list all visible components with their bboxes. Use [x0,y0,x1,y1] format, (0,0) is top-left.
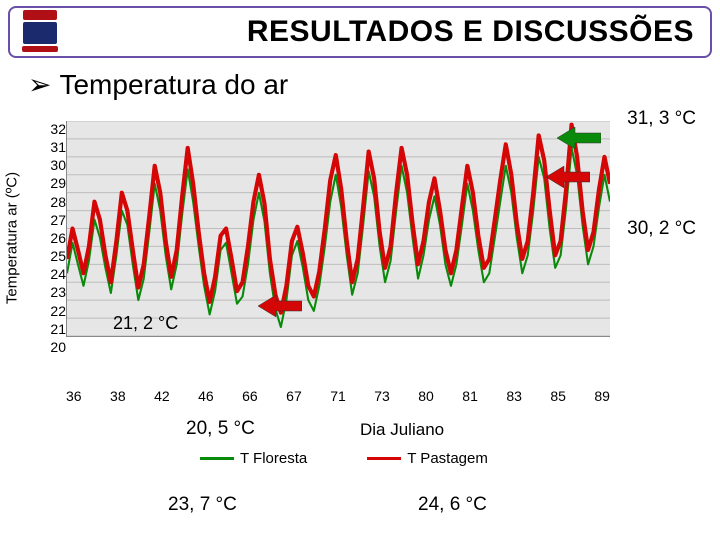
annotation-bottom-left: 23, 7 °C [168,494,237,516]
page-title: RESULTADOS E DISCUSSÕES [72,15,702,49]
x-tick: 38 [110,388,126,404]
y-axis-ticks: 32 31 30 29 28 27 26 25 24 23 22 21 20 [32,121,66,355]
subtitle-text: Temperatura do ar [59,69,288,101]
annotation-topright: 31, 3 °C [627,108,696,130]
chart-plot: 21, 2 °C [66,121,610,337]
annotation-bottom-right: 24, 6 °C [418,494,487,516]
legend-item: T Pastagem [367,450,488,467]
subtitle-row: ➢ Temperatura do ar [28,68,720,101]
x-tick: 66 [242,388,258,404]
legend: T Floresta T Pastagem [200,450,488,467]
annotation-midright: 30, 2 °C [627,218,696,240]
annotation-below-left: 20, 5 °C [186,418,255,440]
x-tick: 85 [550,388,566,404]
arrow-icon [546,166,590,188]
y-tick: 31 [50,139,66,155]
legend-swatch [367,457,401,460]
x-tick: 67 [286,388,302,404]
chart-area: Temperatura ar (ºC) 32313029282726252423… [32,121,610,355]
x-tick: 73 [374,388,390,404]
annotation-inside-low: 21, 2 °C [113,313,178,334]
y-tick: 21 [50,321,66,337]
y-tick: 28 [50,194,66,210]
x-tick: 46 [198,388,214,404]
legend-label: T Floresta [240,450,307,467]
arrow-icon [557,127,601,149]
x-tick: 89 [594,388,610,404]
bullet-icon: ➢ [28,68,51,101]
x-axis-ticks: 36 38 42 46 66 67 71 73 80 81 83 85 89 [66,388,610,404]
y-tick: 24 [50,266,66,282]
y-tick: 27 [50,212,66,228]
y-tick: 25 [50,248,66,264]
x-axis-label: Dia Juliano [360,420,444,440]
legend-item: T Floresta [200,450,307,467]
y-tick: 30 [50,157,66,173]
y-tick: 32 [50,121,66,137]
x-tick: 36 [66,388,82,404]
institution-logo [18,10,62,54]
x-tick: 81 [462,388,478,404]
legend-label: T Pastagem [407,450,488,467]
header-bar: RESULTADOS E DISCUSSÕES [8,6,712,58]
x-tick: 71 [330,388,346,404]
y-tick: 26 [50,230,66,246]
x-tick: 80 [418,388,434,404]
y-tick: 22 [50,303,66,319]
y-axis-label: Temperatura ar (ºC) [4,172,21,304]
y-tick: 20 [50,339,66,355]
y-tick: 29 [50,175,66,191]
x-tick: 42 [154,388,170,404]
y-tick: 23 [50,284,66,300]
arrow-icon [258,295,302,317]
x-tick: 83 [506,388,522,404]
legend-swatch [200,457,234,460]
